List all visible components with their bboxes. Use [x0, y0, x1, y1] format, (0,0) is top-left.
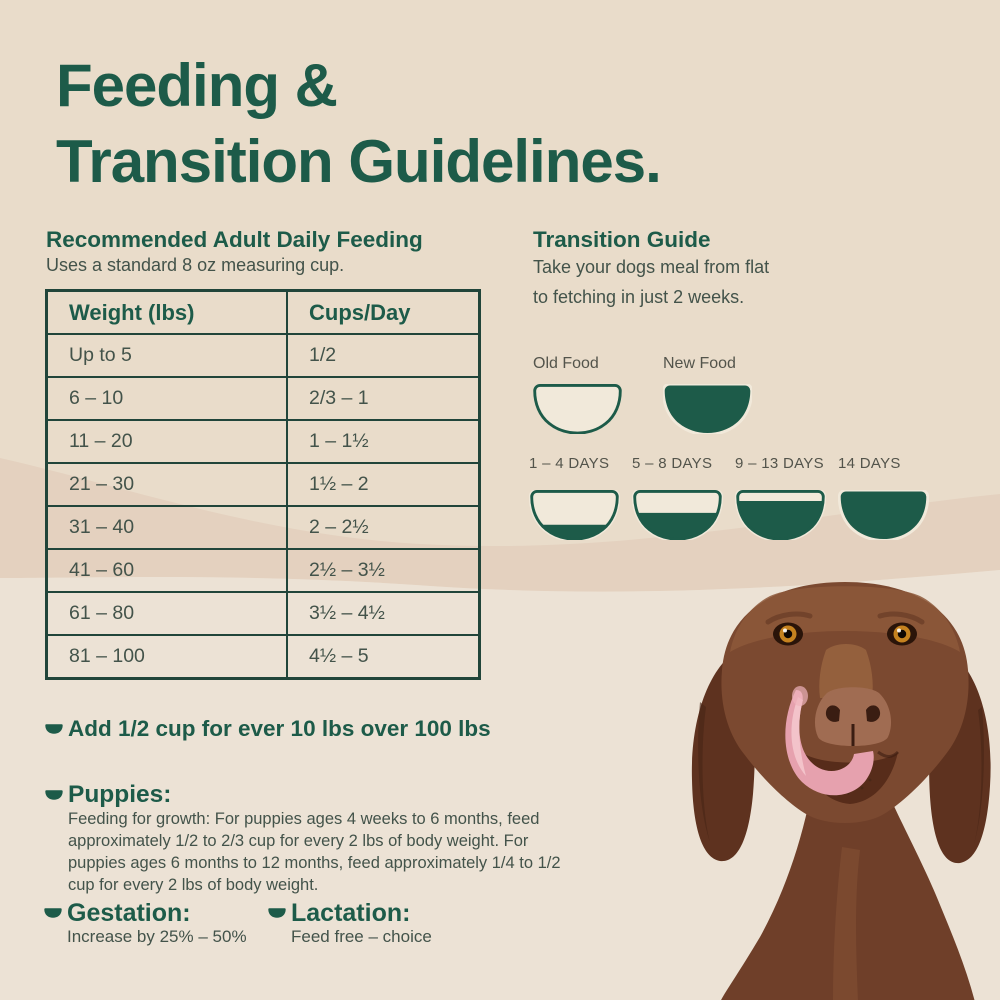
bowl-icon [533, 384, 622, 434]
stage-label: 5 – 8 DAYS [632, 455, 713, 472]
transition-stage: 5 – 8 DAYS [632, 455, 723, 540]
gestation-heading: Gestation: [67, 899, 191, 927]
gestation-body: Increase by 25% – 50% [67, 927, 247, 946]
legend-item: Old Food [533, 355, 622, 434]
feeding-table-header-row: Weight (lbs) Cups/Day [45, 289, 481, 335]
legend-item: New Food [663, 355, 752, 434]
table-cell: 3½ – 4½ [286, 591, 481, 636]
table-cell: 1 – 1½ [286, 419, 481, 464]
table-row: Up to 5 1/2 [45, 333, 481, 378]
lactation-heading: Lactation: [291, 899, 411, 927]
feeding-table-header: Weight (lbs) Cups/Day [45, 289, 481, 335]
dog-left-eye [773, 622, 803, 646]
transition-stages: 1 – 4 DAYS 5 – 8 DAYS 9 – 13 DAYS 14 DAYS [529, 455, 929, 540]
table-cell: 1½ – 2 [286, 462, 481, 507]
table-row: 6 – 10 2/3 – 1 [45, 376, 481, 421]
stage-label: 9 – 13 DAYS [735, 455, 824, 472]
table-cell: 81 – 100 [45, 634, 288, 680]
bowl-bullet-icon [268, 908, 286, 918]
col-header-weight: Weight (lbs) [45, 289, 288, 335]
feeding-table-body: Up to 5 1/2 6 – 10 2/3 – 1 11 – 20 1 – 1½ 21 –… [45, 333, 481, 680]
table-cell: 2½ – 3½ [286, 548, 481, 593]
table-cell: 6 – 10 [45, 376, 288, 421]
transition-stage: 14 DAYS [838, 455, 929, 540]
stage-label: 14 DAYS [838, 455, 901, 472]
stage-label: 1 – 4 DAYS [529, 455, 610, 472]
table-cell: 61 – 80 [45, 591, 288, 636]
table-cell: 21 – 30 [45, 462, 288, 507]
bowl-icon [838, 490, 929, 540]
lactation-body: Feed free – choice [291, 927, 432, 946]
feeding-table: Weight (lbs) Cups/Day Up to 5 1/2 6 – 10 2/… [45, 289, 481, 680]
page-title-line1: Feeding & [56, 52, 338, 119]
transition-stage: 1 – 4 DAYS [529, 455, 620, 540]
table-row: 31 – 40 2 – 2½ [45, 505, 481, 550]
col-header-cups: Cups/Day [286, 289, 481, 335]
bowl-bullet-icon [45, 724, 63, 734]
legend-label: Old Food [533, 355, 599, 372]
table-row: 61 – 80 3½ – 4½ [45, 591, 481, 636]
puppies-body: Feeding for growth: For puppies ages 4 w… [68, 810, 561, 894]
transition-section-heading: Transition Guide [533, 227, 711, 252]
table-cell: 11 – 20 [45, 419, 288, 464]
table-row: 81 – 100 4½ – 5 [45, 634, 481, 680]
bowl-icon [529, 490, 620, 540]
dog-photo [691, 582, 991, 1000]
table-cell: 41 – 60 [45, 548, 288, 593]
transition-section-body: Take your dogs meal from flat to fetchin… [533, 257, 770, 307]
bowl-icon [663, 384, 752, 434]
table-row: 11 – 20 1 – 1½ [45, 419, 481, 464]
table-cell: 2/3 – 1 [286, 376, 481, 421]
table-row: 41 – 60 2½ – 3½ [45, 548, 481, 593]
table-cell: Up to 5 [45, 333, 288, 378]
dog-right-eye [887, 622, 917, 646]
table-cell: 4½ – 5 [286, 634, 481, 680]
bowl-icon [735, 490, 826, 540]
transition-legend: Old Food New Food [533, 355, 752, 434]
page-title: Feeding & Transition Guidelines. [56, 48, 916, 200]
add-cup-note: Add 1/2 cup for ever 10 lbs over 100 lbs [68, 716, 491, 741]
bowl-icon [632, 490, 723, 540]
legend-label: New Food [663, 355, 736, 372]
feeding-section-heading: Recommended Adult Daily Feeding [46, 227, 423, 252]
transition-stage: 9 – 13 DAYS [735, 455, 826, 540]
bowl-bullet-icon [44, 908, 62, 918]
feeding-section-subheading: Uses a standard 8 oz measuring cup. [46, 255, 345, 275]
bowl-bullet-icon [45, 790, 63, 800]
page-title-line2: Transition Guidelines. [56, 128, 662, 195]
table-cell: 2 – 2½ [286, 505, 481, 550]
table-cell: 1/2 [286, 333, 481, 378]
table-row: 21 – 30 1½ – 2 [45, 462, 481, 507]
table-cell: 31 – 40 [45, 505, 288, 550]
puppies-heading: Puppies: [68, 781, 172, 808]
